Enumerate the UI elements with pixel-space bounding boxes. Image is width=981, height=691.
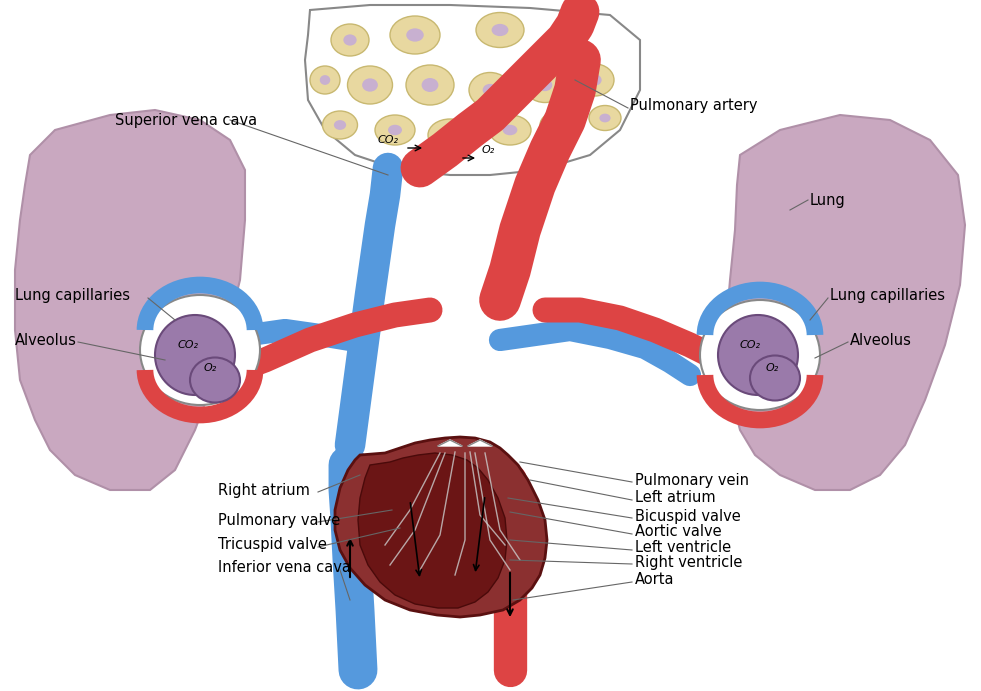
Text: Aortic valve: Aortic valve [635, 524, 722, 540]
Ellipse shape [422, 78, 439, 92]
Ellipse shape [140, 295, 260, 405]
Ellipse shape [390, 16, 440, 54]
Polygon shape [335, 437, 547, 617]
Ellipse shape [483, 84, 497, 96]
Ellipse shape [442, 129, 458, 140]
Ellipse shape [489, 115, 531, 145]
Polygon shape [468, 440, 492, 446]
Ellipse shape [155, 315, 235, 395]
Ellipse shape [557, 39, 573, 51]
Ellipse shape [469, 73, 511, 108]
Text: Tricuspid valve: Tricuspid valve [218, 538, 327, 553]
Ellipse shape [700, 300, 820, 410]
Ellipse shape [599, 113, 610, 122]
Text: O₂: O₂ [765, 363, 779, 373]
Ellipse shape [542, 28, 588, 62]
Ellipse shape [491, 24, 508, 36]
Polygon shape [15, 110, 245, 490]
Ellipse shape [476, 12, 524, 48]
Ellipse shape [750, 355, 800, 401]
Text: Lung: Lung [810, 193, 846, 207]
Ellipse shape [589, 106, 621, 131]
Text: Lung capillaries: Lung capillaries [15, 287, 130, 303]
Ellipse shape [406, 65, 454, 105]
Polygon shape [725, 115, 965, 490]
Ellipse shape [576, 64, 614, 96]
Text: CO₂: CO₂ [178, 340, 198, 350]
Text: Right ventricle: Right ventricle [635, 554, 743, 569]
Text: O₂: O₂ [203, 363, 217, 373]
Text: Right atrium: Right atrium [218, 482, 310, 498]
Text: CO₂: CO₂ [378, 135, 398, 145]
Ellipse shape [347, 66, 392, 104]
Ellipse shape [524, 68, 566, 102]
Ellipse shape [343, 35, 357, 46]
Ellipse shape [334, 120, 346, 130]
Ellipse shape [553, 120, 567, 130]
Ellipse shape [310, 66, 340, 94]
Text: Lung capillaries: Lung capillaries [830, 287, 945, 303]
Text: Pulmonary valve: Pulmonary valve [218, 513, 340, 527]
Text: Alveolus: Alveolus [850, 332, 912, 348]
Text: Left atrium: Left atrium [635, 491, 715, 506]
Ellipse shape [388, 125, 402, 135]
Ellipse shape [428, 119, 472, 151]
Ellipse shape [589, 75, 601, 86]
Ellipse shape [375, 115, 415, 145]
Text: Aorta: Aorta [635, 573, 675, 587]
Polygon shape [438, 440, 462, 446]
Ellipse shape [540, 111, 580, 139]
Polygon shape [305, 5, 640, 175]
Ellipse shape [406, 28, 424, 41]
Ellipse shape [320, 75, 331, 85]
Ellipse shape [331, 24, 369, 56]
Text: Inferior vena cava: Inferior vena cava [218, 560, 351, 576]
Text: Alveolus: Alveolus [15, 332, 77, 348]
Text: Left ventricle: Left ventricle [635, 540, 731, 556]
Text: Pulmonary artery: Pulmonary artery [630, 97, 757, 113]
Ellipse shape [190, 357, 240, 402]
Polygon shape [358, 453, 507, 608]
Text: CO₂: CO₂ [740, 340, 760, 350]
Text: O₂: O₂ [482, 145, 494, 155]
Ellipse shape [718, 315, 798, 395]
Ellipse shape [538, 79, 552, 91]
Ellipse shape [323, 111, 357, 139]
Text: Superior vena cava: Superior vena cava [115, 113, 257, 128]
Ellipse shape [362, 78, 378, 92]
Text: Pulmonary vein: Pulmonary vein [635, 473, 749, 487]
Ellipse shape [502, 125, 517, 135]
Text: Bicuspid valve: Bicuspid valve [635, 509, 741, 524]
